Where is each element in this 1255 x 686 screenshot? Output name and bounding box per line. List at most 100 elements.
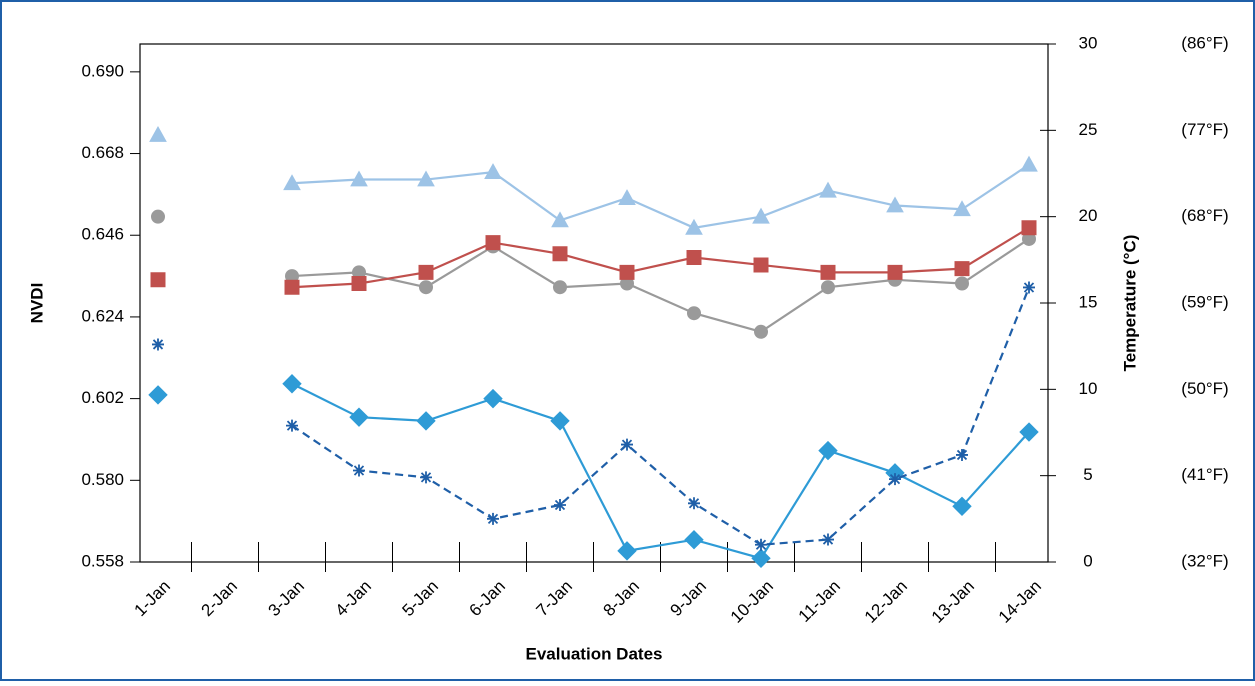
point	[617, 541, 637, 561]
y-tick-label: 0.690	[81, 61, 124, 80]
x-tick-label: 14-Jan	[995, 577, 1045, 627]
point	[820, 264, 836, 280]
point	[751, 548, 771, 568]
point	[353, 464, 365, 477]
point	[1021, 220, 1037, 236]
y2-tick-label: 25	[1079, 120, 1098, 139]
point	[618, 189, 636, 205]
point	[755, 538, 767, 551]
x-tick-label: 5-Jan	[398, 577, 442, 621]
point	[350, 170, 368, 187]
x-tick-label: 2-Jan	[197, 577, 241, 621]
point	[621, 438, 633, 451]
point	[152, 338, 164, 351]
y2-fahrenheit-label: (50°F)	[1181, 379, 1228, 398]
point	[552, 246, 568, 262]
point	[483, 388, 503, 409]
point	[952, 496, 972, 517]
x-tick-label: 10-Jan	[727, 577, 777, 627]
point	[487, 512, 499, 525]
point	[819, 181, 837, 198]
y-tick-label: 0.646	[81, 225, 124, 244]
point	[484, 163, 502, 180]
y2-fahrenheit-label: (77°F)	[1181, 120, 1228, 139]
point	[284, 279, 300, 295]
y-axis-title: NVDI	[27, 283, 46, 324]
point	[286, 419, 298, 432]
series-line	[291, 382, 1030, 560]
point	[349, 407, 369, 427]
y2-fahrenheit-label: (68°F)	[1181, 206, 1228, 225]
point	[953, 200, 971, 217]
point	[821, 280, 836, 295]
point	[417, 170, 435, 187]
y2-tick-label: 30	[1079, 33, 1098, 52]
point	[150, 272, 166, 288]
point	[420, 471, 432, 484]
point	[684, 530, 704, 550]
point	[619, 264, 635, 280]
point	[485, 235, 501, 251]
point	[956, 448, 968, 461]
y2-tick-label: 10	[1079, 379, 1098, 398]
point	[551, 211, 569, 228]
x-tick-label: 13-Jan	[928, 577, 978, 627]
series-line	[291, 226, 1030, 289]
x-tick-label: 8-Jan	[599, 577, 643, 621]
x-tick-label: 12-Jan	[861, 577, 911, 627]
series-line	[291, 238, 1030, 333]
x-tick-label: 4-Jan	[331, 577, 375, 621]
point	[148, 385, 168, 405]
y-tick-label: 0.558	[81, 551, 124, 570]
y2-tick-label: 0	[1083, 551, 1092, 570]
point	[754, 324, 769, 339]
point	[283, 174, 301, 191]
point	[419, 280, 434, 295]
point	[418, 264, 434, 280]
point	[752, 207, 770, 224]
x-axis-title: Evaluation Dates	[526, 644, 663, 663]
point	[887, 264, 903, 280]
series-line	[291, 163, 1030, 229]
y2-tick-label: 5	[1083, 465, 1092, 484]
point	[416, 411, 436, 431]
x-tick-label: 9-Jan	[666, 577, 710, 621]
y-tick-label: 0.602	[81, 388, 124, 407]
point	[886, 196, 904, 213]
point	[550, 411, 570, 431]
series-line	[291, 287, 1031, 546]
x-tick-label: 3-Jan	[264, 577, 308, 621]
point	[1019, 422, 1039, 442]
y-tick-label: 0.668	[81, 143, 124, 162]
point	[889, 473, 901, 486]
x-tick-label: 11-Jan	[795, 577, 844, 626]
x-tick-label: 1-Jan	[130, 577, 174, 621]
y2-fahrenheit-label: (41°F)	[1181, 465, 1228, 484]
point	[955, 276, 970, 291]
y2-fahrenheit-label: (59°F)	[1181, 292, 1228, 311]
point	[151, 209, 166, 224]
point	[1023, 281, 1035, 294]
point	[149, 125, 167, 142]
point	[687, 306, 702, 321]
point	[1020, 155, 1038, 172]
y-tick-label: 0.624	[81, 306, 124, 325]
y2-axis-title: Temperature (°C)	[1120, 235, 1139, 372]
point	[685, 218, 703, 235]
point	[818, 440, 838, 461]
point	[753, 257, 769, 273]
y-tick-label: 0.580	[81, 470, 124, 489]
y2-fahrenheit-label: (32°F)	[1181, 551, 1228, 570]
x-tick-label: 7-Jan	[532, 577, 576, 621]
y2-tick-label: 15	[1079, 292, 1098, 311]
point	[686, 250, 702, 266]
point	[553, 280, 568, 295]
y2-tick-label: 20	[1079, 206, 1098, 225]
y2-fahrenheit-label: (86°F)	[1181, 33, 1228, 52]
point	[688, 497, 700, 510]
point	[822, 533, 834, 546]
plot-area	[139, 43, 1049, 563]
